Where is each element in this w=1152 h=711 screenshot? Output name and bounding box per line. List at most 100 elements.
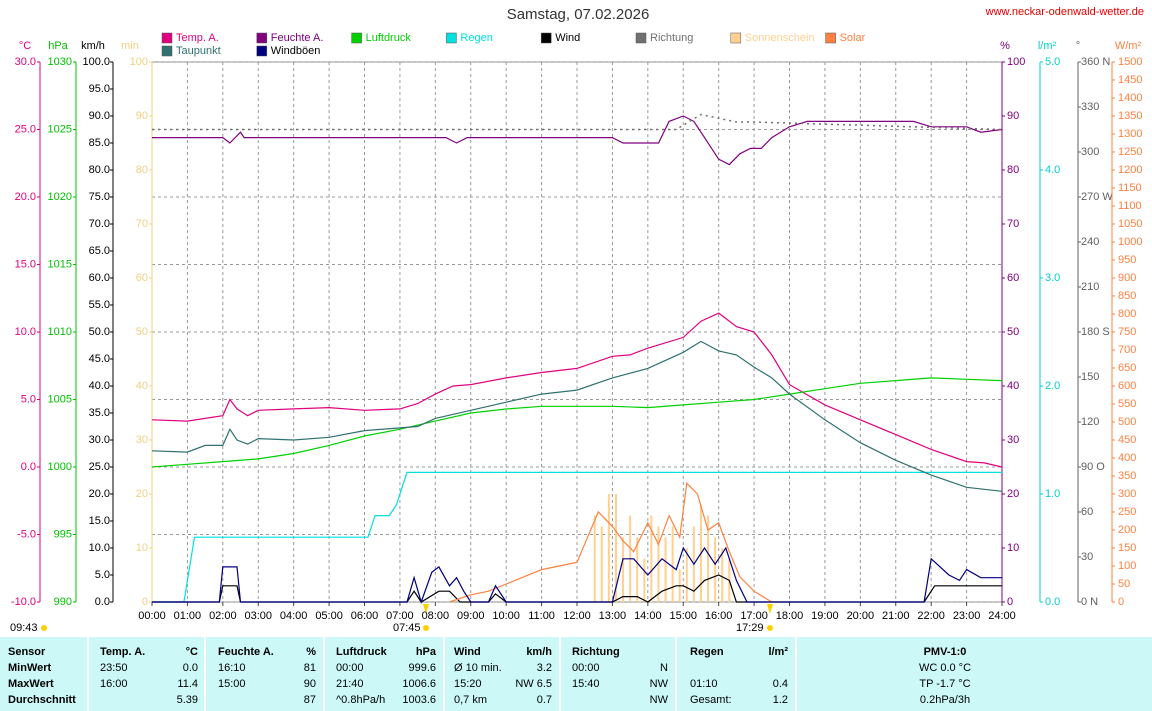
table-header: Wind <box>454 646 481 658</box>
bar <box>657 526 660 602</box>
table-cell: 01:10 <box>690 678 718 690</box>
y-tick-label: 150 <box>1118 542 1136 554</box>
legend-label: Feuchte A. <box>271 32 324 44</box>
y-tick-label: 40 <box>1007 380 1019 392</box>
x-tick-label: 05:00 <box>315 610 343 622</box>
bar <box>714 537 717 602</box>
table-cell: 23:50 <box>100 662 128 674</box>
x-tick-label: 20:00 <box>847 610 875 622</box>
y-tick-label: 900 <box>1118 272 1136 284</box>
x-tick-label: 02:00 <box>209 610 237 622</box>
y-tick-label: 1.0 <box>1045 488 1060 500</box>
y-tick-label: 30.0 <box>15 56 36 68</box>
y-tick-label: -10.0 <box>11 596 36 608</box>
legend-label: Richtung <box>650 32 693 44</box>
sun-marker <box>423 625 429 631</box>
table-header: Luftdruck <box>336 646 388 658</box>
bar <box>664 537 667 602</box>
x-tick-label: 10:00 <box>492 610 520 622</box>
x-tick-label: 14:00 <box>634 610 662 622</box>
y-tick-label: 200 <box>1118 524 1136 536</box>
y-tick-label: 0 <box>1118 596 1124 608</box>
site-url[interactable]: www.neckar-odenwald-wetter.de <box>985 6 1144 18</box>
y-tick-label: 60.0 <box>89 272 110 284</box>
series-line <box>151 377 1003 468</box>
y-tick-label: 350 <box>1118 470 1136 482</box>
table-header: Feuchte A. <box>218 646 274 658</box>
y-tick-label: 45.0 <box>89 353 110 365</box>
legend-label: Temp. A. <box>176 32 219 44</box>
y-tick-label: 30.0 <box>89 434 110 446</box>
bar <box>614 494 617 602</box>
table-background <box>0 637 1152 711</box>
table-cell: 999.6 <box>408 662 436 674</box>
table-cell: WC 0.0 °C <box>919 662 971 674</box>
series-line <box>152 546 1002 604</box>
y-tick-label: 210 <box>1081 281 1099 293</box>
sun-marker <box>423 604 429 614</box>
legend-swatch <box>730 32 742 44</box>
y-tick-label: 80 <box>136 164 148 176</box>
x-tick-label: 21:00 <box>882 610 910 622</box>
y-tick-label: 40 <box>136 380 148 392</box>
y-tick-label: 15.0 <box>15 258 36 270</box>
table-cell: N <box>660 662 668 674</box>
y-tick-label: 65.0 <box>89 245 110 257</box>
axis-unit: km/h <box>81 40 105 52</box>
table-cell: 1006.6 <box>402 678 436 690</box>
y-tick-label: 1500 <box>1118 56 1142 68</box>
table-cell: 0.2hPa/3h <box>920 694 970 706</box>
y-tick-label: 450 <box>1118 434 1136 446</box>
sun-marker <box>767 604 773 614</box>
y-tick-label: 95.0 <box>89 83 110 95</box>
table-cell: 00:00 <box>336 662 364 674</box>
y-tick-label: 1150 <box>1118 182 1142 194</box>
bar <box>600 526 603 602</box>
axis-unit: hPa <box>48 40 68 52</box>
table-cell: 87 <box>304 694 316 706</box>
table-header: % <box>306 646 316 658</box>
x-tick-label: 24:00 <box>988 610 1016 622</box>
series-line <box>151 340 1003 492</box>
series-line <box>152 471 1002 603</box>
y-tick-label: 550 <box>1118 398 1136 410</box>
y-tick-label: -5.0 <box>17 528 36 540</box>
sun-marker <box>41 625 47 631</box>
y-tick-label: 1250 <box>1118 146 1142 158</box>
y-tick-label: 75.0 <box>89 191 110 203</box>
axis-unit: min <box>121 40 139 52</box>
y-tick-label: 1005 <box>48 393 72 405</box>
table-cell: 16:00 <box>100 678 128 690</box>
y-tick-label: 30 <box>1007 434 1019 446</box>
y-tick-label: 10.0 <box>15 326 36 338</box>
table-cell: 15:20 <box>454 678 482 690</box>
table-cell: 11.4 <box>177 678 198 690</box>
table-cell: NW 6.5 <box>515 678 552 690</box>
table-cell: 81 <box>304 662 316 674</box>
y-tick-label: 80 <box>1007 164 1019 176</box>
x-tick-label: 19:00 <box>811 610 839 622</box>
table-cell: Ø 10 min. <box>454 662 502 674</box>
x-tick-label: 18:00 <box>776 610 804 622</box>
bar <box>622 537 625 602</box>
y-tick-label: 3.0 <box>1045 272 1060 284</box>
y-tick-label: 0 N <box>1081 596 1098 608</box>
bar <box>671 526 674 602</box>
legend-label: Luftdruck <box>366 32 412 44</box>
y-tick-label: 50.0 <box>89 326 110 338</box>
y-tick-label: 750 <box>1118 326 1136 338</box>
legend-swatch <box>351 32 362 44</box>
table-header: PMV-1:0 <box>924 646 967 658</box>
y-tick-label: 80.0 <box>89 164 110 176</box>
legend-swatch <box>540 32 552 44</box>
series-line <box>449 481 773 603</box>
y-tick-label: 1200 <box>1118 164 1142 176</box>
y-tick-label: 1030 <box>48 56 72 68</box>
table-cell: 90 <box>304 678 316 690</box>
y-tick-label: 25.0 <box>89 461 110 473</box>
y-tick-label: 90 <box>136 110 148 122</box>
legend-swatch <box>256 45 268 57</box>
row-label: MinWert <box>8 662 52 674</box>
bar <box>721 548 724 602</box>
